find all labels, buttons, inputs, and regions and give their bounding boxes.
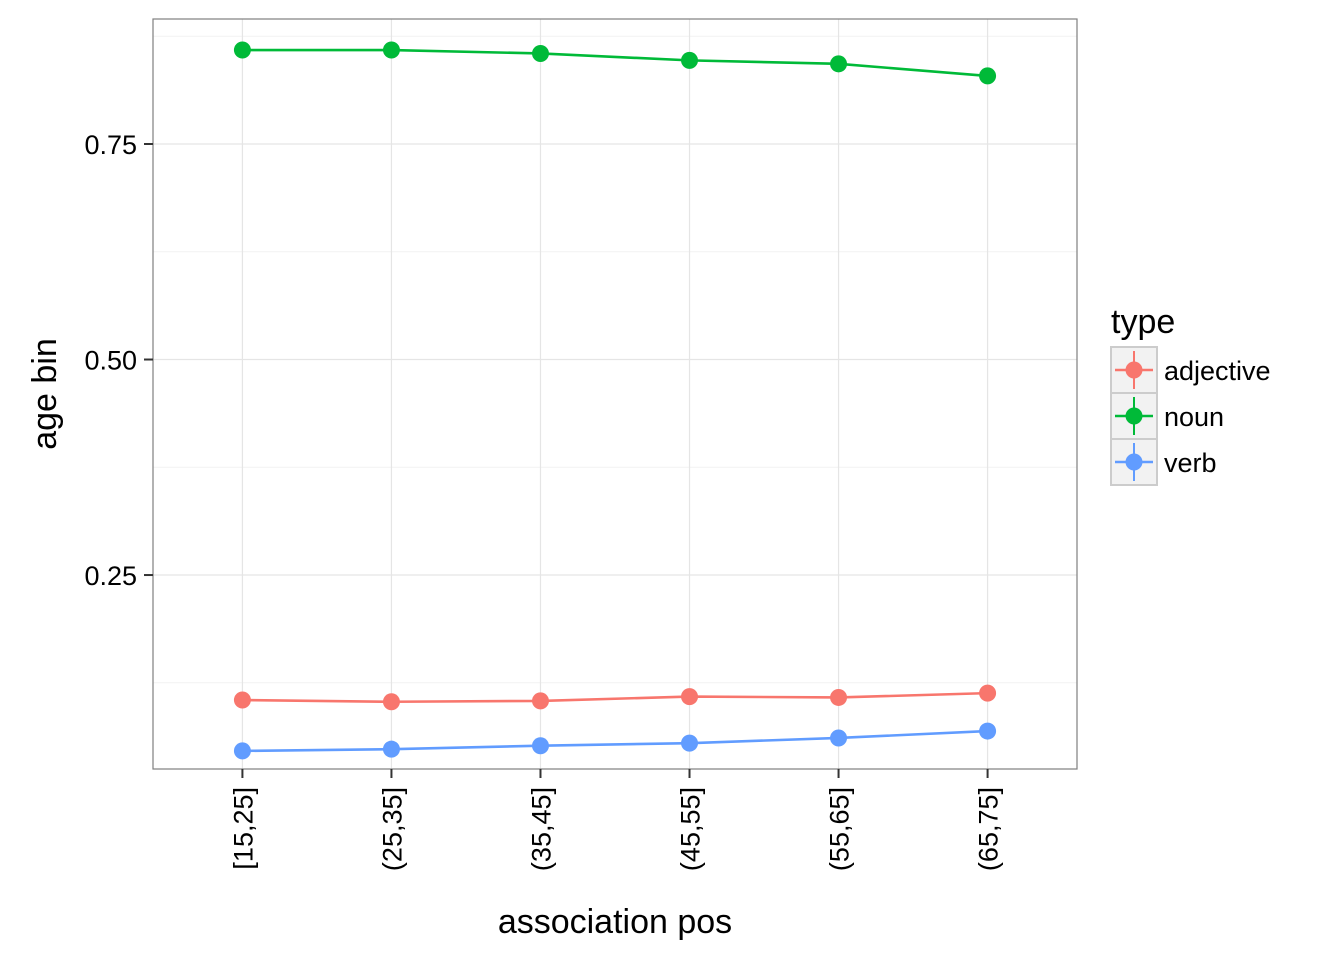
series-line-adjective: [242, 691, 988, 704]
data-point-noun: [382, 41, 400, 59]
data-point-adjective: [830, 688, 848, 706]
series-line-noun: [242, 48, 988, 78]
data-point-verb: [233, 742, 251, 760]
x-tick-label: (45,55]: [676, 787, 706, 871]
x-tick-label: (35,45]: [526, 787, 556, 871]
data-point-noun: [830, 55, 848, 73]
x-axis-title: association pos: [498, 903, 732, 941]
legend-key-point: [1125, 361, 1143, 379]
data-point-verb: [681, 734, 699, 752]
x-tick-label: (65,75]: [974, 787, 1004, 871]
legend: type adjective noun verb: [1110, 303, 1271, 486]
data-point-verb: [382, 740, 400, 758]
data-point-noun: [531, 44, 549, 62]
data-point-verb: [979, 722, 997, 740]
series-layer: [233, 41, 997, 760]
y-tick-label: 0.25: [84, 561, 137, 591]
data-point-adjective: [531, 692, 549, 710]
legend-label-noun: noun: [1164, 402, 1224, 432]
x-tick-label: (55,65]: [825, 787, 855, 871]
data-point-adjective: [681, 688, 699, 706]
axes: 0.25 0.50 0.75 [15,25] (25,35] (35,45] (45,55]…: [84, 130, 1003, 871]
legend-key-point: [1125, 407, 1143, 425]
data-point-adjective: [233, 691, 251, 709]
y-tick-label: 0.50: [84, 346, 137, 376]
data-point-verb: [531, 737, 549, 755]
panel-background: [153, 19, 1077, 769]
x-tick-label: [15,25]: [228, 787, 258, 870]
data-point-noun: [681, 51, 699, 69]
y-tick-label: 0.75: [84, 130, 137, 160]
x-tick-label: (25,35]: [377, 787, 407, 871]
data-point-adjective: [979, 684, 997, 702]
legend-label-adjective: adjective: [1164, 356, 1271, 386]
data-point-noun: [979, 67, 997, 85]
series-line-verb: [242, 729, 988, 753]
legend-items: adjective noun verb: [1110, 346, 1271, 486]
legend-key-point: [1125, 453, 1143, 471]
data-point-noun: [233, 41, 251, 59]
y-axis-title: age bin: [26, 338, 64, 450]
legend-label-verb: verb: [1164, 448, 1217, 478]
data-point-adjective: [382, 693, 400, 711]
gridlines: [153, 19, 1077, 769]
data-point-verb: [830, 729, 848, 747]
legend-title: type: [1111, 303, 1175, 341]
panel-border: [152, 18, 1078, 770]
